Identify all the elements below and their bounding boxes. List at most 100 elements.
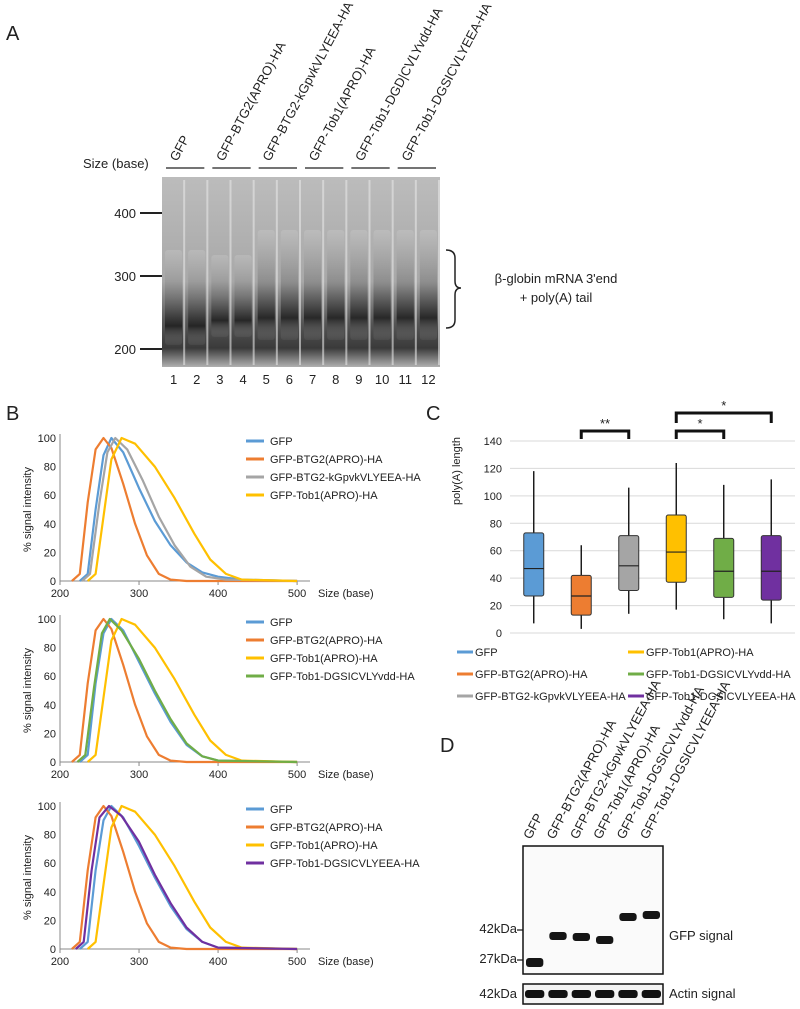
- legend-label: GFP-BTG2(APRO)-HA: [270, 635, 383, 647]
- actin-signal-label: Actin signal: [669, 986, 736, 1001]
- x-tick-label: 300: [130, 769, 148, 781]
- gel-lane-number: 8: [332, 372, 339, 387]
- gel-lane-numbers: 1 2 3 4 5 6 7 8 9 10 11 12: [170, 372, 436, 387]
- x-tick-label: 200: [51, 588, 69, 600]
- gfp-band: [642, 911, 660, 919]
- gfp-signal-label: GFP signal: [669, 928, 733, 943]
- y-axis-label: % signal intensity: [22, 648, 34, 733]
- box: [618, 535, 640, 591]
- actin-band: [595, 990, 615, 998]
- panel-d-letter: D: [440, 735, 454, 757]
- legend-label: GFP-Tob1(APRO)-HA: [270, 490, 378, 502]
- legend-label: GFP-Tob1(APRO)-HA: [270, 840, 378, 852]
- x-tick-label: 400: [209, 769, 227, 781]
- y-tick-label: 0: [50, 944, 56, 956]
- gel-size-label: Size (base): [83, 156, 149, 171]
- x-tick-label: 400: [209, 588, 227, 600]
- gel-lane-gap: [438, 180, 440, 365]
- gel-lane-band: [280, 230, 298, 340]
- y-tick-label: 80: [44, 643, 56, 655]
- gel-lane-band: [211, 255, 229, 337]
- y-tick-label: 20: [44, 915, 56, 927]
- actin-band: [571, 990, 591, 998]
- y-tick-label: 0: [50, 576, 56, 588]
- gel-markers: 400 300 200: [114, 206, 162, 357]
- gel-lane-gap: [275, 180, 278, 365]
- panel-c-letter: C: [426, 403, 440, 425]
- gel-lane-number: 10: [375, 372, 389, 387]
- gel-lane-band: [257, 230, 275, 340]
- gfp-blot-membrane: [522, 845, 664, 975]
- gel-group-labels: GFP GFP-BTG2(APRO)-HAGFP-BTG2-kGpvkVLYEEA…: [166, 0, 495, 169]
- gfp-band: [572, 933, 590, 941]
- x-tick-label: 200: [51, 956, 69, 968]
- gel-lane-gap: [368, 180, 371, 365]
- legend-label: GFP: [270, 804, 293, 816]
- gel-lane-number: 2: [193, 372, 200, 387]
- x-axis-label: Size (base): [318, 956, 374, 968]
- y-tick-label: 140: [484, 436, 502, 448]
- y-axis-label: poly(A) length: [451, 437, 463, 505]
- legend-label: GFP-Tob1(APRO)-HA: [270, 653, 378, 665]
- y-tick-label: 120: [484, 463, 502, 475]
- marker-300: 300: [114, 269, 136, 284]
- legend-label: GFP: [475, 647, 498, 659]
- x-tick-label: 500: [288, 956, 306, 968]
- legend-label: GFP-BTG2(APRO)-HA: [270, 822, 383, 834]
- gel-lane-gap: [299, 180, 301, 365]
- y-tick-label: 40: [44, 887, 56, 899]
- gfp-band: [526, 958, 544, 967]
- gel-lane-band: [350, 230, 368, 340]
- significance-label: *: [697, 416, 702, 431]
- x-axis-label: Size (base): [318, 769, 374, 781]
- legend-label: GFP-Tob1-DGSICVLYvdd-HA: [270, 671, 415, 683]
- significance-bracket: [579, 429, 631, 439]
- legend-label: GFP-Tob1-DGSICVLYEEA-HA: [646, 691, 796, 703]
- gfp-band: [596, 936, 614, 944]
- x-tick-label: 500: [288, 769, 306, 781]
- legend-label: GFP: [270, 617, 293, 629]
- x-tick-label: 500: [288, 588, 306, 600]
- actin-band: [525, 990, 545, 998]
- actin-blot-membrane: [522, 983, 664, 1005]
- significance-label: *: [721, 398, 726, 413]
- gel-lane-number: 6: [286, 372, 293, 387]
- y-tick-label: 40: [44, 700, 56, 712]
- gel-lane-band: [165, 250, 183, 345]
- panel-b-letter: B: [6, 403, 19, 425]
- legend-label: GFP: [270, 436, 293, 448]
- gfp-band: [549, 932, 567, 940]
- y-tick-label: 40: [490, 573, 502, 585]
- y-tick-label: 60: [44, 858, 56, 870]
- gel-lane-number: 1: [170, 372, 177, 387]
- western-blot: GFPGFP-BTG2(APRO)-HAGFP-BTG2-kGpvkVLYEEA…: [479, 677, 736, 1005]
- gel-lane-gap: [345, 180, 348, 365]
- box: [760, 535, 782, 601]
- blot-lane-label: GFP: [520, 811, 546, 842]
- gel-group-label: GFP-Tob1-DGSICVLYEEA-HA: [398, 0, 494, 163]
- gel-group-label: GFP-Tob1-DGD|CVLYvdd-HA: [352, 5, 446, 164]
- marker-200: 200: [114, 342, 136, 357]
- significance-bracket: [674, 411, 773, 423]
- box: [665, 514, 687, 583]
- y-tick-label: 20: [44, 728, 56, 740]
- x-tick-label: 300: [130, 588, 148, 600]
- gel-lane-bands: [165, 180, 440, 365]
- x-axis-label: Size (base): [318, 588, 374, 600]
- gel-lane-gap: [252, 180, 255, 365]
- actin-band: [618, 990, 638, 998]
- y-tick-label: 40: [44, 519, 56, 531]
- legend-label: GFP-BTG2(APRO)-HA: [475, 669, 588, 681]
- x-tick-label: 200: [51, 769, 69, 781]
- gel-lane-gap: [391, 180, 394, 365]
- series-line: [86, 804, 298, 951]
- y-tick-label: 80: [490, 518, 502, 530]
- legend-label: GFP-Tob1-DGSICVLYvdd-HA: [646, 669, 791, 681]
- marker-27kda: 27kDa: [479, 951, 517, 966]
- marker-42kda-actin: 42kDa: [479, 986, 517, 1001]
- y-tick-label: 100: [484, 491, 502, 503]
- y-axis-label: % signal intensity: [22, 835, 34, 920]
- gel-lane-number: 7: [309, 372, 316, 387]
